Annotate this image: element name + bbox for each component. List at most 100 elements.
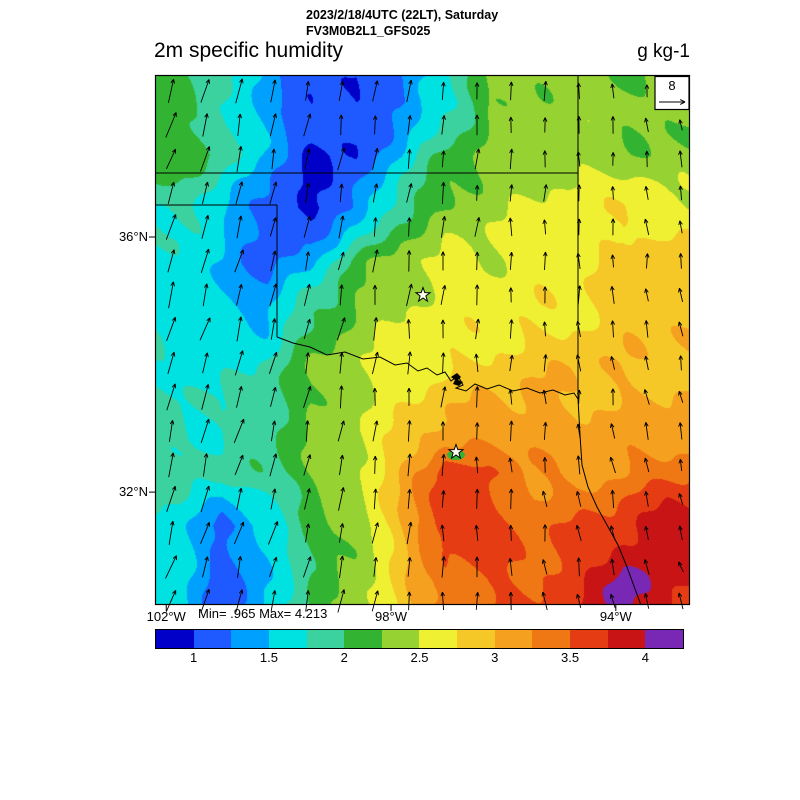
wind-arrow-icon bbox=[373, 217, 378, 237]
wind-arrow-icon bbox=[610, 489, 615, 509]
wind-arrow-icon bbox=[337, 147, 346, 171]
colorbar-segment bbox=[570, 630, 608, 648]
wind-arrow-icon bbox=[407, 115, 412, 135]
wind-arrow-icon bbox=[576, 252, 581, 269]
wind-arrow-icon bbox=[440, 421, 446, 441]
wind-arrow-icon bbox=[167, 78, 175, 103]
colorbar-segment bbox=[607, 630, 646, 648]
colorbar-segment bbox=[381, 630, 420, 648]
wind-arrow-icon bbox=[678, 458, 683, 471]
wind-arrow-icon bbox=[372, 80, 379, 102]
wind-arrow-icon bbox=[576, 218, 582, 236]
wind-arrow-icon bbox=[508, 287, 514, 303]
wind-arrow-icon bbox=[339, 284, 344, 306]
wind-arrow-icon bbox=[235, 589, 244, 613]
state-borders bbox=[155, 75, 642, 606]
wind-arrow-icon bbox=[233, 521, 245, 545]
wind-arrow-icon bbox=[441, 490, 446, 508]
wind-arrow-icon bbox=[441, 81, 446, 100]
wind-arrow-icon bbox=[270, 386, 277, 407]
wind-arrow-icon bbox=[610, 83, 615, 99]
wind-arrow-icon bbox=[644, 320, 649, 338]
wind-arrow-icon bbox=[303, 283, 311, 306]
wind-arrow-icon bbox=[678, 220, 683, 234]
wind-arrow-icon bbox=[644, 84, 650, 98]
wind-arrow-icon bbox=[200, 79, 210, 103]
wind-arrow-icon bbox=[643, 457, 650, 473]
wind-arrow-icon bbox=[373, 317, 379, 341]
wind-arrow-icon bbox=[441, 556, 446, 578]
wind-arrow-icon bbox=[474, 524, 479, 541]
wind-arrow-icon bbox=[509, 420, 514, 442]
wind-arrow-icon bbox=[269, 453, 278, 477]
colorbar-segment bbox=[457, 630, 495, 648]
wind-arrow-icon bbox=[508, 116, 514, 134]
min-max-label: Min= .965 Max= 4.213 bbox=[198, 606, 328, 621]
wind-arrow-icon bbox=[543, 354, 548, 372]
wind-arrow-icon bbox=[338, 80, 345, 101]
map-overlay: 8 bbox=[149, 74, 691, 613]
axis-ticks bbox=[149, 236, 617, 611]
wind-arrow-icon bbox=[644, 355, 649, 371]
wind-arrow-icon bbox=[644, 150, 650, 168]
wind-arrow-icon bbox=[167, 249, 176, 273]
location-star-marker bbox=[414, 285, 432, 303]
wind-arrow-icon bbox=[202, 283, 209, 307]
wind-arrow-icon bbox=[406, 591, 412, 611]
wind-arrow-icon bbox=[542, 286, 548, 304]
wind-arrow-icon bbox=[237, 113, 243, 137]
humidity-field bbox=[155, 75, 690, 605]
wind-arrow-icon bbox=[509, 251, 514, 270]
wind-arrow-icon bbox=[165, 112, 177, 138]
wind-arrow-icon bbox=[202, 352, 209, 374]
wind-arrow-icon bbox=[236, 145, 243, 172]
wind-arrow-icon bbox=[339, 454, 345, 476]
wind-arrow-icon bbox=[645, 253, 650, 269]
wind-arrow-icon bbox=[406, 217, 412, 237]
wind-reference-background bbox=[654, 75, 690, 111]
wind-arrow-icon bbox=[508, 457, 513, 473]
wind-arrow-icon bbox=[371, 522, 379, 544]
wind-arrow-icon bbox=[337, 589, 346, 613]
wind-arrow-icon bbox=[337, 251, 345, 271]
wind-arrow-icon bbox=[542, 150, 548, 168]
variable-title: 2m specific humidity bbox=[154, 39, 344, 62]
wind-arrow-icon bbox=[373, 488, 378, 510]
lat-tick-label: 36°N bbox=[118, 228, 148, 244]
wind-reference-arrow-icon bbox=[659, 99, 686, 105]
wind-arrow-icon bbox=[168, 520, 175, 545]
wind-arrow-icon bbox=[509, 319, 514, 339]
wind-arrow-icon bbox=[678, 422, 683, 440]
wind-arrow-icon bbox=[269, 556, 278, 578]
wind-arrow-icon bbox=[339, 385, 344, 409]
wind-arrow-icon bbox=[234, 350, 244, 376]
colorbar-segment bbox=[344, 630, 382, 648]
wind-arrow-icon bbox=[542, 524, 548, 542]
wind-arrow-icon bbox=[576, 116, 582, 134]
colorbar-tick-label: 4 bbox=[641, 650, 649, 665]
wind-arrow-icon bbox=[475, 591, 480, 610]
wind-arrow-icon bbox=[303, 216, 312, 238]
wind-reference-box: 8 bbox=[654, 75, 690, 111]
wind-arrow-icon bbox=[678, 493, 684, 505]
wind-arrow-icon bbox=[678, 355, 684, 371]
wind-arrow-icon bbox=[269, 113, 277, 137]
wind-arrow-icon bbox=[305, 81, 311, 101]
wind-arrow-icon bbox=[543, 421, 548, 440]
wind-arrow-icon bbox=[644, 117, 649, 133]
wind-arrow-icon bbox=[610, 152, 616, 166]
wind-arrow-icon bbox=[474, 82, 480, 100]
wind-arrow-icon bbox=[609, 593, 616, 608]
wind-arrow-icon bbox=[199, 317, 211, 341]
wind-arrow-icon bbox=[166, 485, 177, 512]
wind-arrow-icon bbox=[610, 356, 616, 370]
wind-arrow-icon bbox=[267, 521, 279, 545]
lon-tick-label: 98°W bbox=[375, 609, 407, 624]
wind-arrow-icon bbox=[543, 251, 548, 271]
wind-arrow-icon bbox=[234, 249, 244, 273]
wind-arrow-icon bbox=[303, 385, 312, 408]
wind-arrow-icon bbox=[339, 183, 344, 203]
wind-arrow-icon bbox=[576, 593, 582, 608]
wind-arrow-icon bbox=[372, 147, 379, 171]
wind-arrow-icon bbox=[269, 217, 277, 237]
